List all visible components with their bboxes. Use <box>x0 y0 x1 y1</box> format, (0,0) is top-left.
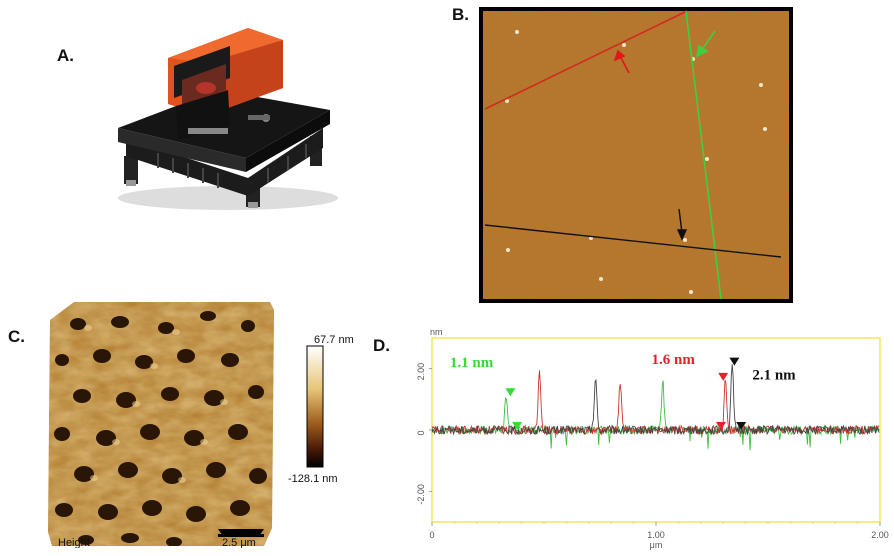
channel-label: Height <box>58 537 90 548</box>
green-profile-line <box>685 10 722 300</box>
cursor-marker <box>512 422 523 430</box>
height-annotation: 1.6 nm <box>652 352 696 368</box>
x-tick-label: 2.00 <box>871 530 889 540</box>
afm-height-image-with-profile-lines <box>479 7 793 303</box>
y-tick-label: 0 <box>416 430 426 435</box>
x-axis-label: μm <box>650 540 663 550</box>
y-tick-label: 2.00 <box>416 363 426 381</box>
cursor-marker <box>715 422 726 430</box>
colorbar-max-label: 67.7 nm <box>314 334 354 346</box>
pits <box>54 311 267 546</box>
afm-topography-image: Height 2.5 μm 67.7 nm -128.1 nm <box>48 302 354 548</box>
afm-instrument-illustration <box>118 28 338 210</box>
particle-dots <box>505 30 767 294</box>
red-profile-line <box>484 10 688 110</box>
profile-series-3 <box>431 364 880 436</box>
cursor-marker <box>505 388 516 397</box>
x-tick-label: 1.00 <box>647 530 665 540</box>
height-annotation: 1.1 nm <box>450 355 494 371</box>
colorbar <box>306 345 324 468</box>
profile-series-2 <box>431 370 880 436</box>
panel-b-label: B. <box>452 5 469 24</box>
panel-c-label: C. <box>8 327 25 346</box>
cursor-marker <box>729 357 740 366</box>
black-arrow <box>676 208 688 241</box>
scalebar-label: 2.5 μm <box>222 537 256 548</box>
y-axis-label: nm <box>430 327 443 337</box>
green-arrow <box>695 30 716 58</box>
height-annotation: 2.1 nm <box>752 367 796 383</box>
colorbar-min-label: -128.1 nm <box>288 473 338 485</box>
panel-d-label: D. <box>373 336 390 355</box>
red-arrow <box>613 49 630 74</box>
cursor-marker <box>736 422 747 430</box>
black-profile-line <box>484 224 782 258</box>
panel-a-label: A. <box>57 46 74 65</box>
height-profile-chart: 0 1.00 2.00 2.00 0 -2.00 nm μm 1.1 nm 1.6 nm 2.1 n… <box>416 327 889 550</box>
cursor-marker <box>718 372 729 381</box>
x-tick-label: 0 <box>429 530 434 540</box>
y-tick-label: -2.00 <box>416 484 426 505</box>
